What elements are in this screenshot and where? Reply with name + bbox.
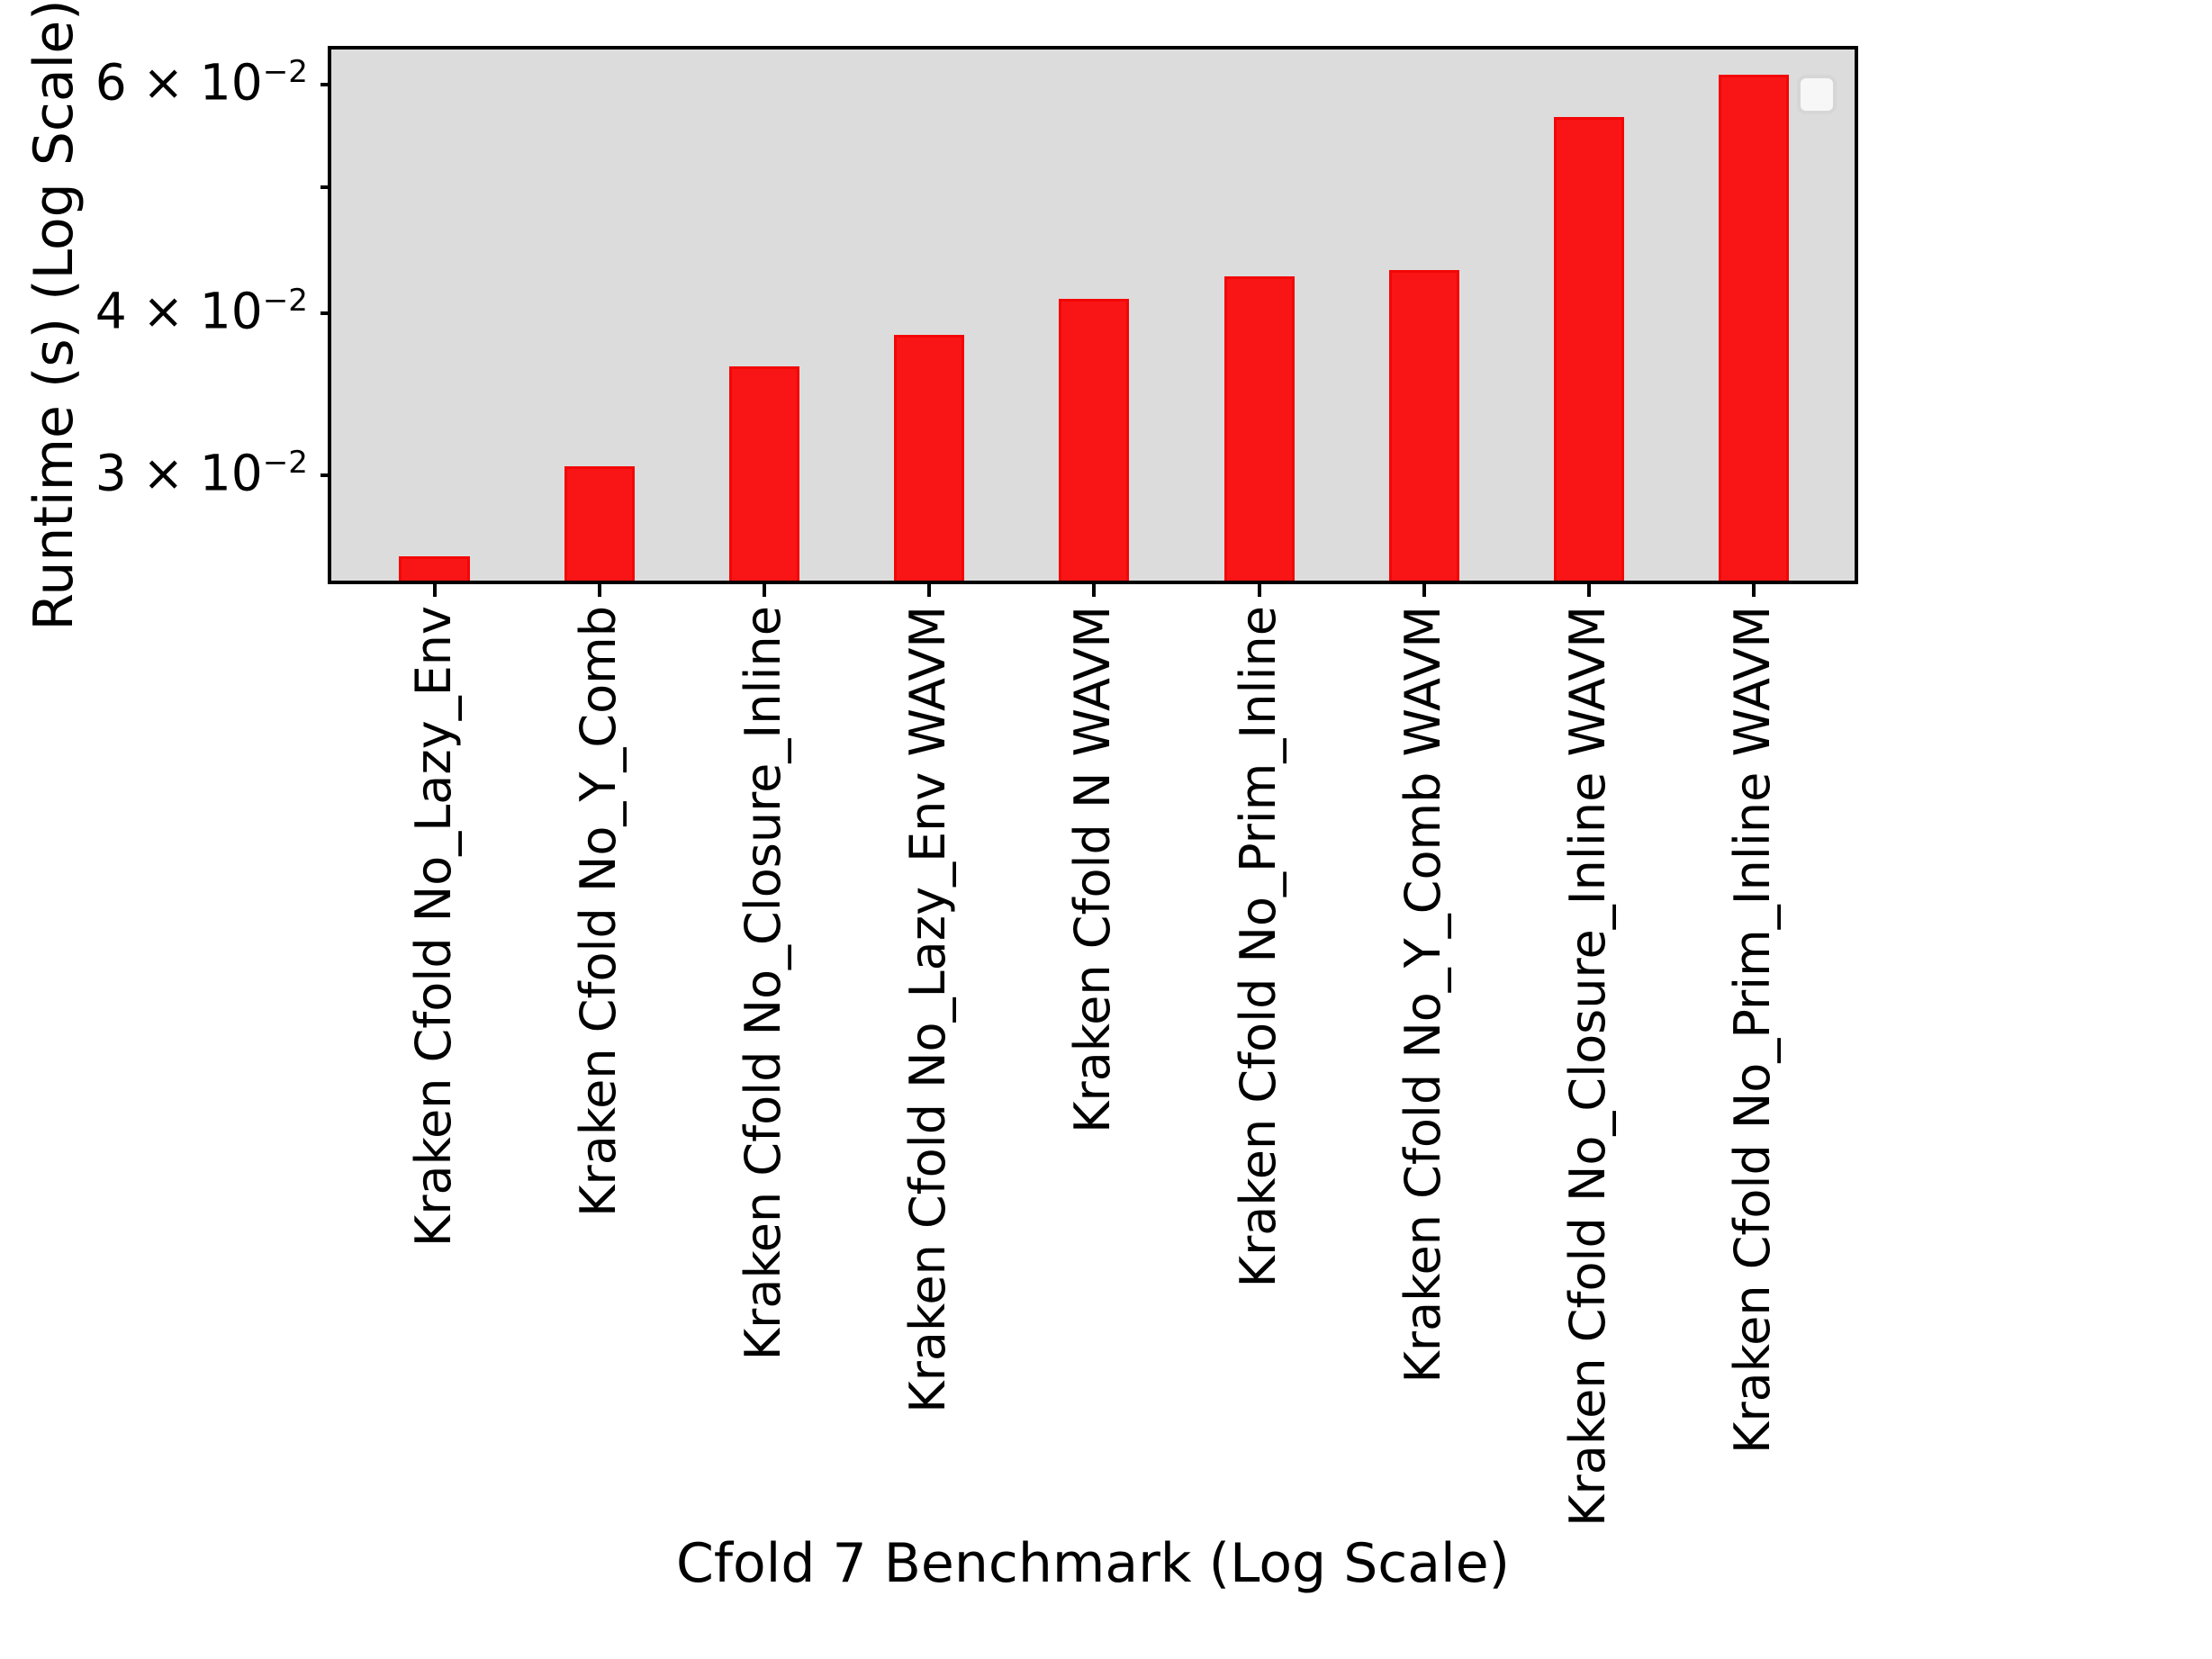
y-tick-minor-1 (321, 185, 331, 189)
x-tick-label-2: Kraken Cfold No_Y_Comb (569, 606, 627, 1217)
x-tick-label-7: Kraken Cfold No_Y_Comb WAVM (1394, 606, 1451, 1384)
y-tick-label-2: 4 × 10−2 (95, 282, 308, 340)
bar-6 (1223, 275, 1295, 581)
y-tick-major-1 (321, 82, 331, 86)
x-tick-label-5: Kraken Cfold N WAVM (1064, 606, 1122, 1133)
x-tick-1 (432, 581, 437, 597)
y-tick-label-3: 3 × 10−2 (95, 444, 308, 502)
x-tick-label-1: Kraken Cfold No_Lazy_Env (404, 606, 462, 1248)
x-tick-3 (762, 581, 766, 597)
y-tick-major-3 (321, 473, 331, 478)
x-tick-label-6: Kraken Cfold No_Prim_Inline (1229, 606, 1287, 1288)
bar-3 (728, 365, 799, 581)
bar-9 (1719, 75, 1790, 581)
x-tick-label-9: Kraken Cfold No_Prim_Inline WAVM (1724, 606, 1782, 1454)
bar-7 (1388, 269, 1459, 581)
x-tick-7 (1422, 581, 1426, 597)
x-tick-8 (1587, 581, 1592, 597)
x-tick-4 (927, 581, 932, 597)
x-axis-label: Cfold 7 Benchmark (Log Scale) (675, 1532, 1511, 1595)
legend-box (1797, 75, 1837, 114)
plot-area: Kraken Cfold No_Lazy_Env Kraken Cfold No_… (95, 46, 1858, 1527)
x-tick-label-4: Kraken Cfold No_Lazy_Env WAVM (899, 606, 957, 1413)
x-tick-label-3: Kraken Cfold No_Closure_Inline (734, 606, 791, 1361)
y-tick-major-2 (321, 311, 331, 315)
x-tick-5 (1092, 581, 1097, 597)
x-tick-label-8: Kraken Cfold No_Closure_Inline WAVM (1559, 606, 1617, 1527)
x-tick-9 (1752, 581, 1756, 597)
y-tick-label-1: 6 × 10−2 (95, 52, 308, 111)
y-axis-label: Runtime (s) (Log Scale) (23, 0, 86, 631)
bar-4 (894, 334, 965, 581)
bar-5 (1059, 299, 1130, 581)
bar-2 (564, 465, 635, 581)
bar-1 (399, 555, 470, 581)
x-tick-6 (1257, 581, 1261, 597)
bar-8 (1553, 117, 1625, 581)
x-tick-2 (597, 581, 601, 597)
